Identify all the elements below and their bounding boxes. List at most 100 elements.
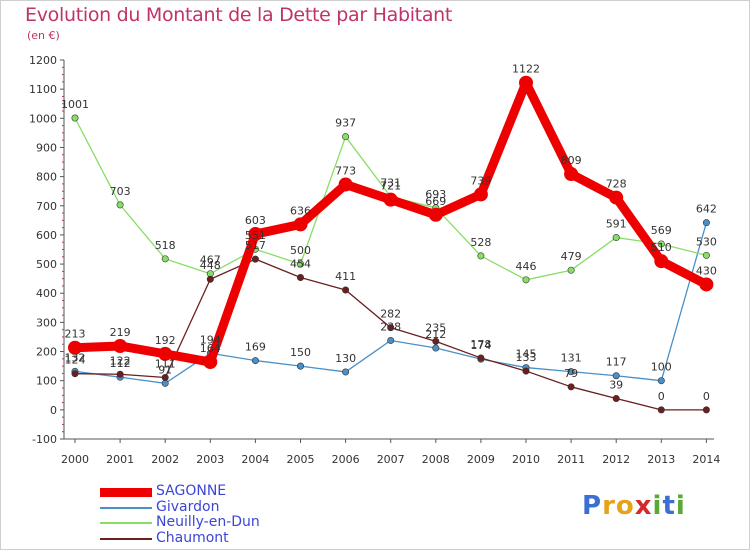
data-label: 510 — [651, 241, 672, 254]
y-tick-label: 1100 — [29, 83, 57, 96]
data-point — [161, 373, 169, 381]
logo-letter: P — [582, 491, 603, 521]
data-label: 731 — [380, 177, 401, 190]
data-label: 174 — [470, 339, 491, 352]
y-tick-label: 1000 — [29, 112, 57, 125]
data-label: 213 — [65, 328, 86, 341]
data-point — [428, 207, 443, 222]
data-point — [338, 177, 353, 192]
data-label: 91 — [158, 363, 172, 376]
logo-letter: i — [652, 491, 663, 521]
y-tick-label: 100 — [36, 375, 57, 388]
legend-swatch-neuilly-en-dun — [100, 522, 152, 524]
data-point — [567, 383, 575, 391]
logo-letter: i — [675, 491, 686, 521]
data-label: 591 — [606, 218, 627, 231]
x-tick-label: 2013 — [647, 453, 675, 466]
data-label: 150 — [290, 346, 311, 359]
data-label: 124 — [65, 354, 86, 367]
data-label: 551 — [245, 229, 266, 242]
data-point — [522, 367, 530, 375]
data-label: 111 — [155, 357, 176, 370]
data-label: 117 — [606, 356, 627, 369]
data-point — [612, 394, 620, 402]
x-tick-label: 2004 — [241, 453, 269, 466]
data-point — [432, 337, 440, 345]
data-label: 517 — [245, 239, 266, 252]
y-tick-label: 0 — [50, 404, 57, 417]
x-tick-label: 2000 — [61, 453, 89, 466]
data-label: 530 — [696, 235, 717, 248]
data-label: 454 — [290, 257, 311, 270]
data-label: 133 — [516, 351, 537, 364]
y-tick-label: 300 — [36, 316, 57, 329]
data-label: 178 — [470, 338, 491, 351]
data-point — [477, 354, 485, 362]
y-tick-label: 900 — [36, 141, 57, 154]
data-label: 809 — [561, 154, 582, 167]
data-label: 169 — [245, 341, 266, 354]
data-point — [387, 336, 395, 344]
data-point — [342, 286, 350, 294]
y-tick-label: 700 — [36, 200, 57, 213]
data-label: 39 — [609, 378, 623, 391]
data-label: 112 — [110, 357, 131, 370]
data-point — [654, 254, 669, 269]
x-tick-label: 2002 — [151, 453, 179, 466]
legend-label-chaumont: Chaumont — [156, 529, 229, 546]
data-point — [116, 201, 124, 209]
legend-label-givardon: Givardon — [156, 498, 220, 515]
data-label: 145 — [516, 348, 537, 361]
data-point — [519, 75, 533, 90]
x-tick-label: 2007 — [377, 453, 405, 466]
data-label: 122 — [110, 354, 131, 367]
proxiti-logo: Proxiti — [582, 491, 686, 521]
data-point — [71, 370, 79, 378]
data-label: 430 — [696, 264, 717, 277]
data-label: 130 — [335, 352, 356, 365]
y-tick-label: 600 — [36, 229, 57, 242]
data-point — [612, 372, 620, 380]
data-label: 603 — [245, 214, 266, 227]
data-label: 1122 — [512, 63, 540, 76]
x-tick-label: 2012 — [602, 453, 630, 466]
data-point — [206, 275, 214, 283]
chart-subtitle: (en €) — [27, 29, 60, 42]
data-label: 448 — [200, 259, 221, 272]
data-label: 528 — [470, 236, 491, 249]
data-point — [248, 227, 263, 242]
data-label: 192 — [155, 334, 176, 347]
x-tick-label: 2001 — [106, 453, 134, 466]
data-label: 446 — [516, 260, 537, 273]
y-tick-label: 400 — [36, 287, 57, 300]
data-point — [113, 338, 128, 353]
data-label: 669 — [425, 195, 446, 208]
data-label: 636 — [290, 204, 311, 217]
data-point — [567, 368, 575, 376]
data-point — [251, 255, 259, 263]
logo-letter: o — [615, 491, 635, 521]
data-label: 131 — [561, 352, 582, 365]
data-point — [342, 133, 350, 141]
data-point — [71, 114, 79, 122]
data-label: 721 — [380, 180, 401, 193]
data-point — [296, 273, 304, 281]
data-label: 518 — [155, 239, 176, 252]
data-point — [203, 355, 218, 370]
data-point — [432, 344, 440, 352]
data-label: 212 — [425, 328, 446, 341]
legend-label-neuilly-en-dun: Neuilly-en-Dun — [156, 514, 260, 530]
data-point — [342, 368, 350, 376]
data-label: 238 — [380, 320, 401, 333]
data-point — [473, 187, 488, 202]
data-point — [702, 219, 710, 227]
data-point — [383, 192, 398, 207]
y-tick-label: -100 — [32, 433, 57, 446]
data-point — [296, 362, 304, 370]
data-label: 164 — [200, 342, 221, 355]
x-tick-label: 2006 — [332, 453, 360, 466]
data-label: 773 — [335, 164, 356, 177]
data-point — [564, 166, 579, 181]
